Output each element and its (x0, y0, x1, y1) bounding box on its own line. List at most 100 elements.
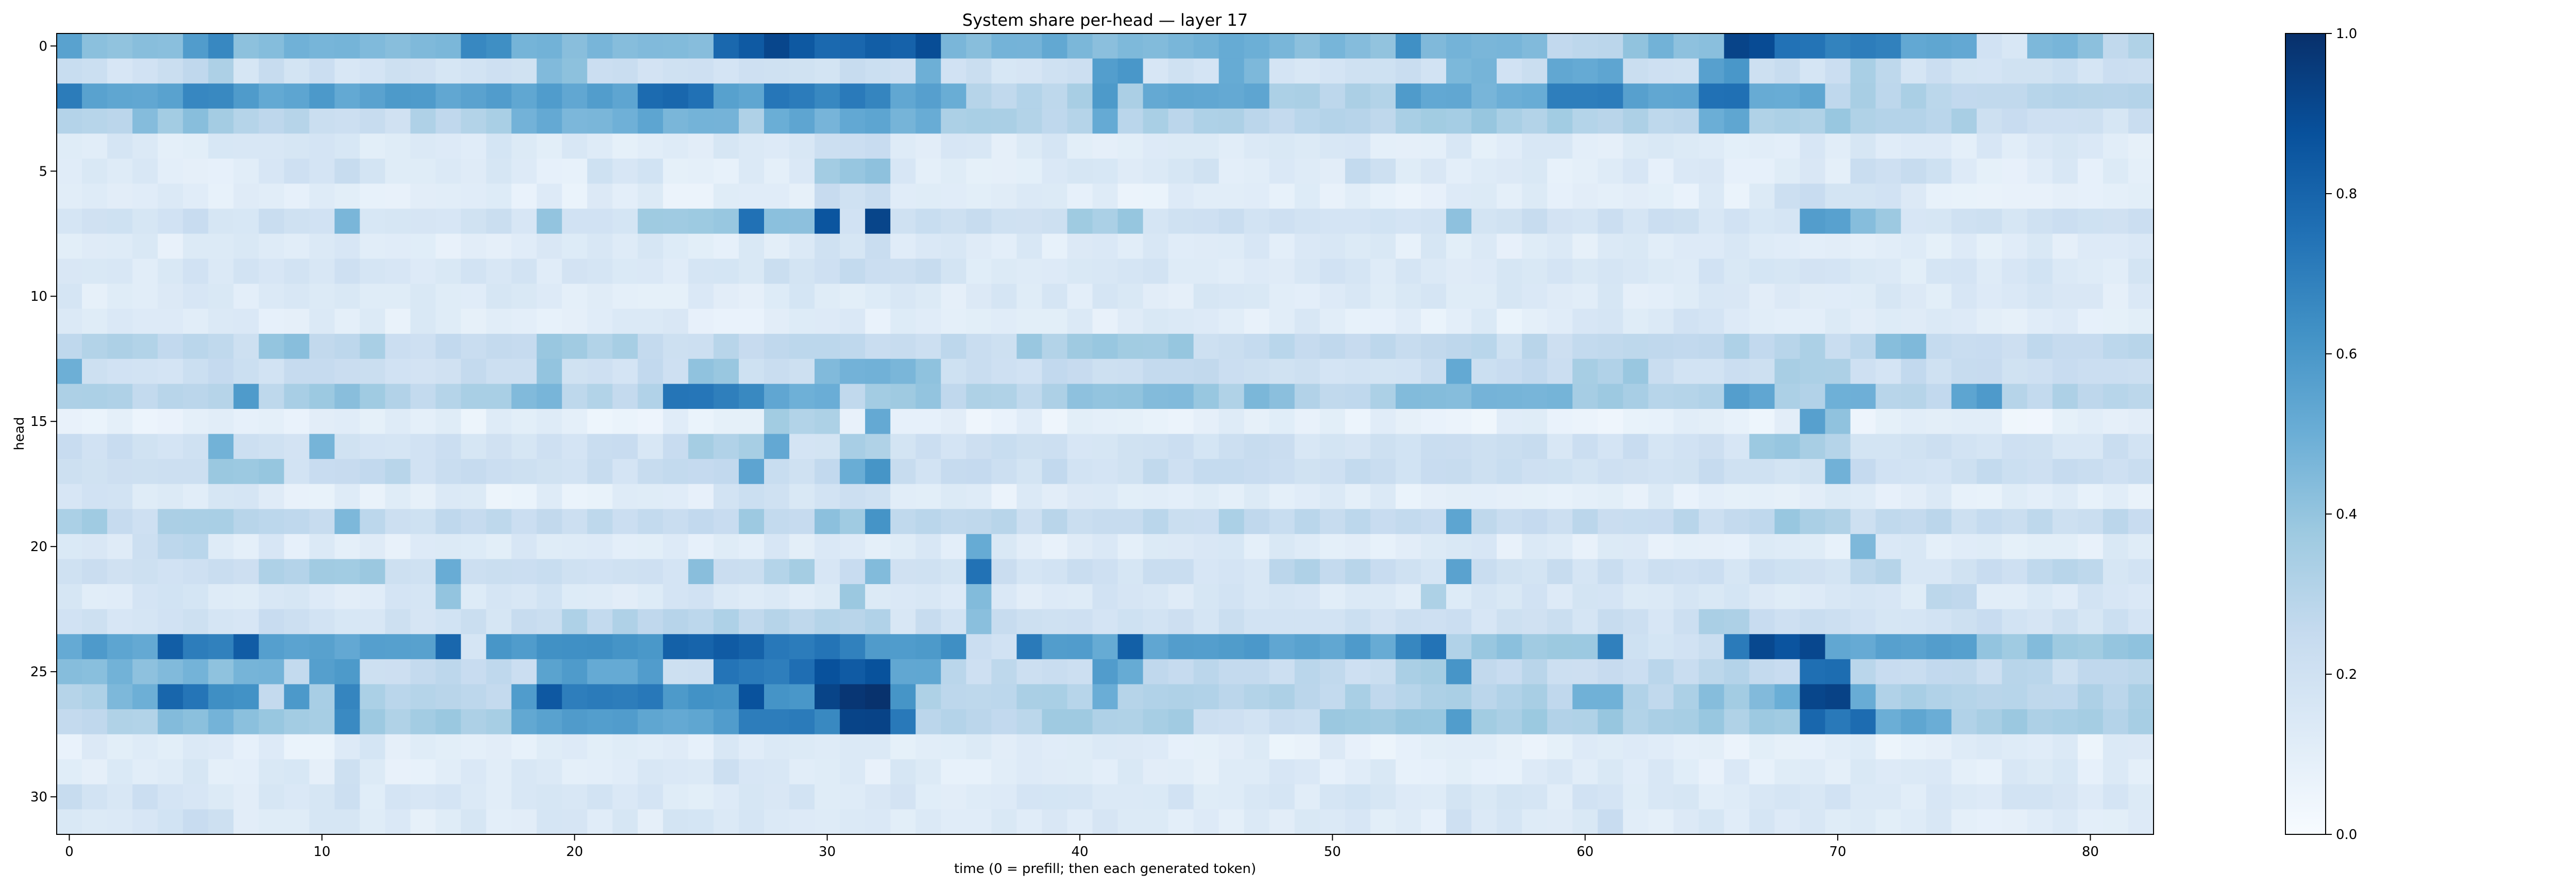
heatmap-cell (1572, 209, 1598, 234)
heatmap-cell (1193, 259, 1219, 284)
heatmap-cell (587, 209, 613, 234)
heatmap-cell (1294, 334, 1320, 360)
heatmap-cell (461, 734, 487, 760)
heatmap-cell (840, 108, 866, 134)
heatmap-cell (132, 509, 158, 535)
heatmap-cell (158, 709, 183, 735)
heatmap-cell (1294, 709, 1320, 735)
heatmap-cell (233, 784, 259, 810)
heatmap-cell (158, 434, 183, 459)
heatmap-cell (1699, 309, 1724, 334)
heatmap-cell (1547, 459, 1573, 485)
heatmap-cell (511, 634, 537, 660)
heatmap-cell (1092, 434, 1118, 459)
heatmap-cell (1395, 233, 1421, 259)
heatmap-cell (1446, 659, 1472, 685)
heatmap-cell (663, 709, 689, 735)
heatmap-cell (840, 534, 866, 560)
heatmap-cell (360, 408, 386, 435)
heatmap-cell (1016, 784, 1043, 810)
heatmap-cell (587, 58, 613, 84)
heatmap-cell (1420, 309, 1447, 334)
heatmap-cell (1420, 434, 1447, 459)
heatmap-cell (1117, 259, 1144, 284)
heatmap-cell (916, 358, 941, 384)
heatmap-cell (1395, 509, 1421, 535)
heatmap-cell (2077, 584, 2104, 610)
heatmap-cell (1269, 183, 1295, 209)
heatmap-cell (991, 259, 1017, 284)
heatmap-cell (637, 209, 664, 234)
heatmap-cell (688, 809, 714, 835)
heatmap-cell (1850, 384, 1876, 409)
heatmap-cell (410, 684, 436, 710)
heatmap-cell (637, 309, 664, 334)
heatmap-cell (688, 584, 714, 610)
heatmap-cell (1547, 233, 1573, 259)
heatmap-cell (1016, 559, 1043, 585)
heatmap-cell (1825, 58, 1851, 84)
heatmap-cell (486, 183, 512, 209)
heatmap-cell (1117, 183, 1144, 209)
heatmap-cell (461, 609, 487, 635)
heatmap-cell (1825, 784, 1851, 810)
heatmap-cell (82, 33, 108, 59)
heatmap-cell (2002, 108, 2028, 134)
heatmap-cell (1825, 133, 1851, 159)
heatmap-cell (57, 759, 82, 785)
heatmap-cell (334, 259, 361, 284)
heatmap-cell (1648, 358, 1674, 384)
heatmap-cell (1547, 158, 1573, 184)
heatmap-cell (1673, 283, 1699, 310)
heatmap-cell (1117, 559, 1144, 585)
heatmap-cell (1623, 58, 1649, 84)
heatmap-cell (1092, 559, 1118, 585)
heatmap-cell (1092, 659, 1118, 685)
heatmap-cell (360, 709, 386, 735)
heatmap-cell (309, 809, 335, 835)
heatmap-cell (562, 408, 588, 435)
heatmap-cell (1269, 358, 1295, 384)
heatmap-cell (1042, 58, 1068, 84)
heatmap-cell (612, 734, 638, 760)
heatmap-cell (1092, 283, 1118, 310)
heatmap-cell (1976, 158, 2003, 184)
heatmap-cell (764, 58, 790, 84)
heatmap-cell (1497, 634, 1522, 660)
heatmap-cell (385, 309, 411, 334)
heatmap-cell (1749, 358, 1775, 384)
heatmap-cell (1471, 684, 1497, 710)
heatmap-cell (1875, 209, 1902, 234)
heatmap-cell (1774, 108, 1801, 134)
heatmap-cell (1471, 534, 1497, 560)
heatmap-cell (435, 108, 462, 134)
heatmap-cell (1926, 684, 1952, 710)
heatmap-cell (132, 759, 158, 785)
heatmap-cell (486, 584, 512, 610)
heatmap-cell (1395, 784, 1421, 810)
heatmap-cell (132, 709, 158, 735)
heatmap-cell (1168, 33, 1194, 59)
heatmap-cell (1420, 334, 1447, 360)
heatmap-cell (1471, 559, 1497, 585)
heatmap-cell (1345, 108, 1371, 134)
heatmap-cell (941, 108, 967, 134)
heatmap-cell (1345, 233, 1371, 259)
heatmap-cell (916, 559, 941, 585)
heatmap-cell (536, 534, 563, 560)
heatmap-cell (1547, 108, 1573, 134)
heatmap-cell (208, 509, 234, 535)
heatmap-cell (1976, 209, 2003, 234)
heatmap-cell (1497, 33, 1522, 59)
heatmap-cell (1598, 559, 1623, 585)
heatmap-cell (486, 509, 512, 535)
heatmap-cell (637, 334, 664, 360)
heatmap-cell (941, 434, 967, 459)
heatmap-cell (966, 83, 992, 109)
heatmap-cell (2103, 784, 2129, 810)
heatmap-cell (1673, 509, 1699, 535)
heatmap-cell (1699, 334, 1724, 360)
heatmap-cell (57, 259, 82, 284)
heatmap-cell (1623, 334, 1649, 360)
heatmap-cell (1143, 734, 1169, 760)
